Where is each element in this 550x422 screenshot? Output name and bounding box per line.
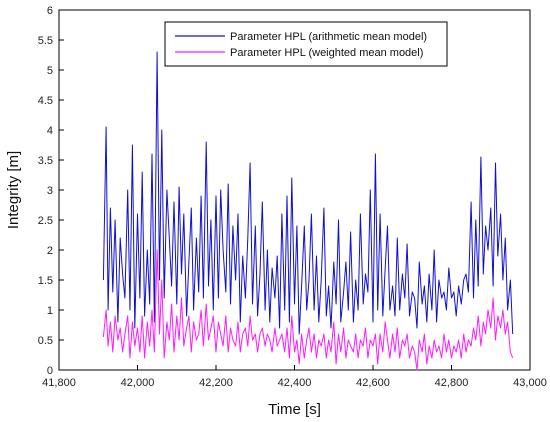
y-tick-label: 0.5	[38, 335, 53, 347]
x-tick-label: 42,400	[278, 377, 312, 389]
x-tick-label: 42,200	[199, 377, 233, 389]
legend-label-arithmetic: Parameter HPL (arithmetic mean model)	[230, 31, 427, 43]
x-axis-title: Time [s]	[268, 401, 321, 418]
x-tick-label: 42,800	[435, 377, 469, 389]
x-tick-label: 41,800	[42, 377, 76, 389]
y-tick-label: 2.5	[38, 215, 53, 227]
y-tick-label: 3	[47, 185, 53, 197]
y-tick-label: 6	[47, 5, 53, 17]
y-tick-label: 1	[47, 305, 53, 317]
series-line-arithmetic	[102, 51, 514, 335]
y-tick-label: 2	[47, 245, 53, 257]
x-axis-ticks: 41,800 42,000 42,200 42,400 42,600 42,800 43,0…	[42, 365, 547, 389]
legend-label-weighted: Parameter HPL (weighted mean model)	[230, 47, 423, 59]
y-tick-label: 1.5	[38, 275, 53, 287]
legend-box	[164, 21, 448, 67]
x-tick-label: 42,600	[356, 377, 390, 389]
x-tick-label: 42,000	[121, 377, 155, 389]
y-tick-label: 4	[47, 125, 53, 137]
series-layer	[102, 51, 514, 371]
y-tick-label: 0	[47, 365, 53, 377]
series-line-weighted	[102, 249, 514, 371]
x-tick-label: 43,000	[513, 377, 547, 389]
y-axis-ticks: 0 0.5 1 1.5 2 2.5 3 3.5 4 4.5 5 5.5 6	[38, 5, 64, 377]
y-axis-title: Integrity [m]	[5, 151, 22, 229]
y-tick-label: 3.5	[38, 155, 53, 167]
plot-area: 41,800 42,000 42,200 42,400 42,600 42,800 43,0…	[38, 5, 547, 389]
y-tick-label: 5	[47, 65, 53, 77]
y-tick-label: 4.5	[38, 95, 53, 107]
legend: Parameter HPL (arithmetic mean model) Pa…	[164, 21, 448, 67]
y-tick-label: 5.5	[38, 35, 53, 47]
